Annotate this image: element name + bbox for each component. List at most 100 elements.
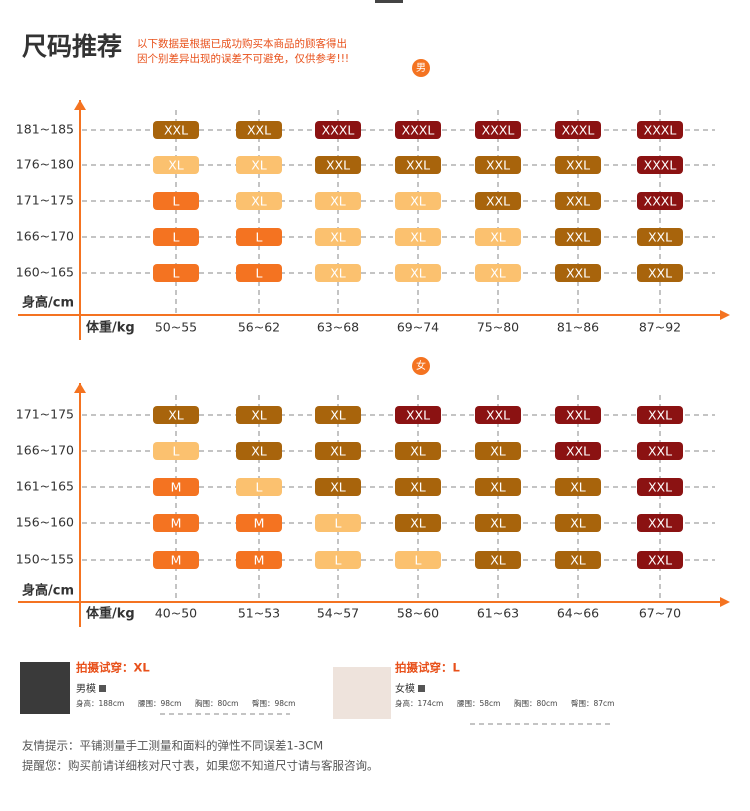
arrow <box>74 383 86 393</box>
model-square <box>418 685 425 692</box>
row-label: 181~185 <box>16 122 74 137</box>
size-cell <box>395 442 441 460</box>
size-cell <box>555 228 601 246</box>
size-text: L <box>335 553 342 568</box>
size-cell <box>475 228 521 246</box>
size-text: L <box>173 194 180 209</box>
size-text: XXL <box>566 230 590 245</box>
size-text: XL <box>330 266 346 281</box>
size-text: L <box>415 553 422 568</box>
size-cell <box>555 156 601 174</box>
column-label: 40~50 <box>155 606 197 621</box>
size-cell <box>555 478 601 496</box>
size-cell <box>637 121 683 139</box>
y-axis-label: 身高/cm <box>22 295 74 311</box>
size-cell <box>153 156 199 174</box>
model-measurement: 腰围：98cm <box>138 699 181 708</box>
size-text: XXL <box>648 553 672 568</box>
size-text: M <box>254 553 265 568</box>
size-text: XXL <box>648 408 672 423</box>
size-cell <box>475 156 521 174</box>
size-cell <box>236 192 282 210</box>
model-measurement: 身高：188cm <box>76 698 124 708</box>
x-axis-label: 体重/kg <box>86 606 135 622</box>
size-text: XXXL <box>644 158 677 173</box>
size-text: XL <box>330 194 346 209</box>
size-text: XL <box>410 230 426 245</box>
column-label: 50~55 <box>155 320 197 335</box>
size-text: XL <box>330 230 346 245</box>
size-cell <box>555 264 601 282</box>
size-text: XXL <box>326 158 350 173</box>
column-label: 75~80 <box>477 320 519 335</box>
title: 尺码推荐 <box>22 32 122 61</box>
size-text: XL <box>490 266 506 281</box>
model-measurement: 臀围：87cm <box>571 699 614 708</box>
size-cell <box>637 478 683 496</box>
size-text: M <box>254 516 265 531</box>
size-cell <box>637 406 683 424</box>
size-text: XL <box>251 444 267 459</box>
model-square <box>99 685 106 692</box>
size-cell <box>637 192 683 210</box>
size-text: XL <box>168 158 184 173</box>
column-label: 51~53 <box>238 606 280 621</box>
size-cell <box>475 442 521 460</box>
size-cell <box>395 551 441 569</box>
size-text: XL <box>410 444 426 459</box>
size-cell <box>555 551 601 569</box>
size-text: XL <box>168 408 184 423</box>
size-text: XXXL <box>644 194 677 209</box>
model-name: 女模 <box>395 682 415 695</box>
size-text: XXL <box>406 408 430 423</box>
size-text: XXL <box>406 158 430 173</box>
arrow <box>74 100 86 110</box>
note: 因个别差异出现的误差不可避免，仅供参考!!! <box>137 52 349 65</box>
size-text: XXL <box>566 408 590 423</box>
size-text: L <box>335 516 342 531</box>
size-text: XXL <box>648 516 672 531</box>
size-text: XXXL <box>644 123 677 138</box>
size-cell <box>315 514 361 532</box>
size-text: XXXL <box>322 123 355 138</box>
size-cell <box>475 514 521 532</box>
size-cell <box>315 264 361 282</box>
size-cell <box>475 478 521 496</box>
size-cell <box>395 156 441 174</box>
size-text: XL <box>410 480 426 495</box>
row-label: 150~155 <box>16 552 74 567</box>
size-cell <box>153 514 199 532</box>
size-cell <box>153 478 199 496</box>
size-cell <box>475 121 521 139</box>
badge-text: 男 <box>416 62 426 74</box>
size-cell <box>236 228 282 246</box>
badge <box>412 59 430 77</box>
model-measurement: 胸围：80cm <box>514 698 557 708</box>
top-mark <box>375 0 403 3</box>
column-label: 67~70 <box>639 606 681 621</box>
row-label: 160~165 <box>16 265 74 280</box>
size-text: XXL <box>247 123 271 138</box>
female-model-photo <box>333 667 391 719</box>
size-text: XL <box>490 230 506 245</box>
column-label: 69~74 <box>397 320 439 335</box>
model-measurement: 身高：174cm <box>395 698 443 708</box>
size-cell <box>555 442 601 460</box>
row-label: 166~170 <box>16 443 74 458</box>
size-text: XXXL <box>482 123 515 138</box>
size-text: XXL <box>486 194 510 209</box>
size-cell <box>475 551 521 569</box>
column-label: 58~60 <box>397 606 439 621</box>
size-cell <box>637 442 683 460</box>
size-cell <box>236 514 282 532</box>
size-text: XXL <box>486 158 510 173</box>
size-text: XL <box>570 480 586 495</box>
size-cell <box>153 406 199 424</box>
size-cell <box>236 478 282 496</box>
size-text: XL <box>330 480 346 495</box>
model-caption: 拍摄试穿：L <box>395 661 460 675</box>
size-cell <box>236 264 282 282</box>
size-cell <box>236 156 282 174</box>
